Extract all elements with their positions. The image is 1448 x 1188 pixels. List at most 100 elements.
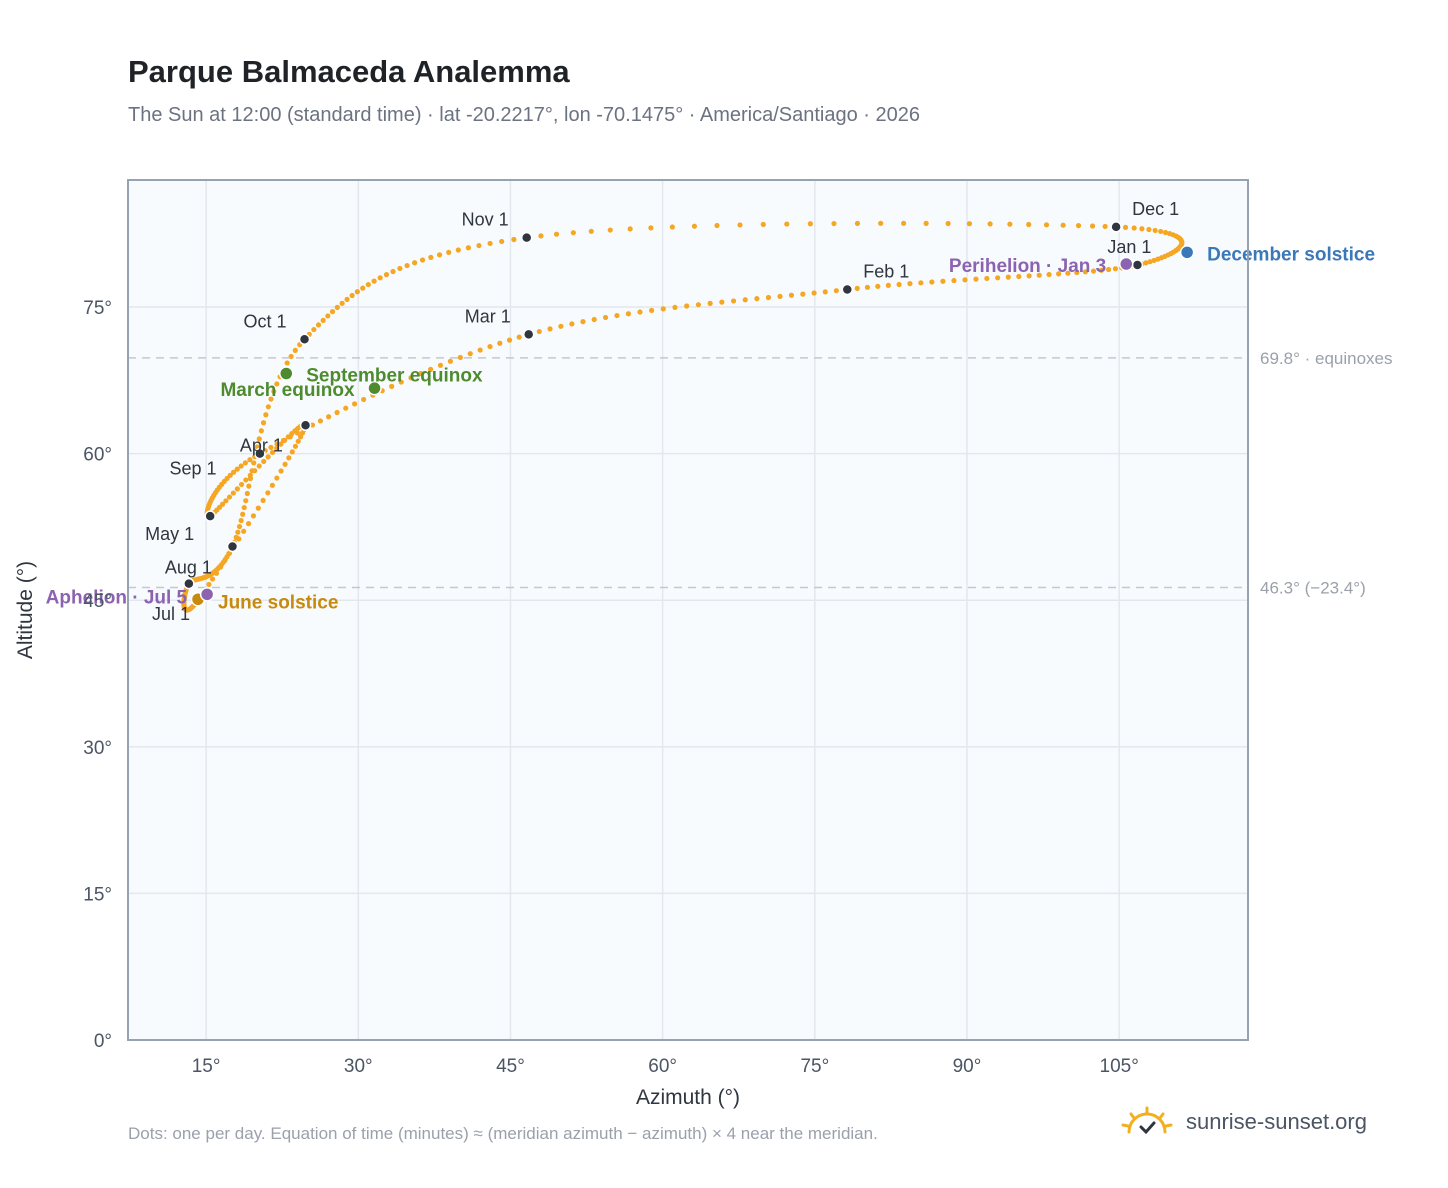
daily-sun-dot: [223, 498, 229, 504]
daily-sun-dot: [754, 296, 760, 302]
daily-sun-dot: [278, 468, 284, 474]
daily-sun-dot: [289, 449, 295, 455]
daily-sun-dot: [477, 347, 483, 353]
daily-sun-dot: [241, 504, 247, 511]
month-marker-label: Mar 1: [465, 306, 511, 326]
month-marker: [183, 577, 195, 590]
daily-sun-dot: [591, 316, 597, 323]
footnote: Dots: one per day. Equation of time (min…: [128, 1124, 878, 1143]
daily-sun-dot: [962, 277, 968, 283]
x-axis-label: Azimuth (°): [636, 1086, 740, 1109]
y-tick-label: 30°: [83, 738, 112, 759]
month-marker: [841, 283, 854, 296]
daily-sun-dot: [284, 360, 290, 366]
daily-sun-dot: [265, 454, 271, 460]
daily-sun-dot: [274, 475, 280, 481]
daily-sun-dot: [240, 511, 246, 517]
daily-sun-dot: [784, 221, 790, 227]
daily-sun-dot: [292, 347, 298, 353]
daily-sun-dot: [707, 300, 713, 306]
daily-sun-dot: [1162, 229, 1169, 236]
brand[interactable]: sunrise-sunset.org: [1120, 1102, 1367, 1142]
daily-sun-dot: [714, 222, 720, 229]
y-tick-label: 45°: [83, 591, 112, 612]
daily-sun-dot: [258, 428, 264, 434]
daily-sun-dot: [243, 477, 249, 483]
daily-sun-dot: [506, 337, 513, 343]
daily-sun-dot: [497, 340, 503, 346]
daily-sun-dot: [822, 289, 828, 295]
month-marker-label: May 1: [145, 524, 194, 544]
daily-sun-dot: [737, 222, 743, 228]
daily-sun-dot: [1026, 273, 1032, 279]
y-tick-label: 0°: [94, 1031, 112, 1052]
daily-sun-dot: [383, 272, 390, 278]
daily-sun-dot: [487, 343, 493, 350]
daily-sun-dot: [1082, 269, 1088, 275]
daily-sun-dot: [878, 220, 884, 226]
daily-sun-dot: [261, 458, 267, 465]
daily-sun-dot: [274, 445, 280, 451]
daily-sun-dot: [569, 321, 575, 327]
daily-sun-dot: [1036, 272, 1042, 278]
daily-sun-dot: [329, 309, 336, 315]
daily-sun-dot: [929, 279, 935, 285]
daily-sun-dot: [377, 275, 383, 281]
daily-sun-dot: [614, 312, 620, 319]
daily-sun-dot: [260, 420, 267, 426]
daily-sun-dot: [390, 268, 396, 275]
daily-sun-dot: [1122, 224, 1129, 231]
daily-sun-dot: [1005, 274, 1011, 280]
daily-sun-dot: [238, 463, 244, 469]
daily-sun-dot: [418, 370, 424, 377]
x-tick-label: 105°: [1100, 1056, 1139, 1077]
daily-sun-dot: [553, 231, 560, 237]
daily-sun-dot: [242, 460, 248, 466]
chart-title: Parque Balmaceda Analemma: [128, 54, 570, 89]
daily-sun-dot: [854, 220, 861, 227]
daily-sun-dot: [945, 220, 951, 227]
daily-sun-dot: [672, 304, 678, 311]
daily-sun-dot: [940, 278, 946, 284]
daily-sun-dot: [1131, 225, 1137, 231]
month-marker-label: Apr 1: [240, 436, 283, 456]
daily-sun-dot: [343, 405, 349, 411]
daily-sun-dot: [256, 463, 262, 469]
daily-sun-dot: [243, 498, 249, 504]
daily-sun-dot: [1139, 226, 1145, 232]
daily-sun-dot: [269, 449, 276, 456]
month-marker-label: Feb 1: [863, 261, 909, 281]
daily-sun-dot: [361, 396, 367, 403]
daily-sun-dot: [247, 457, 253, 463]
daily-sun-dot: [1074, 269, 1080, 276]
daily-sun-dot: [278, 441, 284, 447]
daily-sun-dot: [1158, 228, 1164, 235]
daily-sun-dot: [637, 309, 643, 315]
event-label: December solstice: [1207, 244, 1375, 265]
daily-sun-dot: [984, 275, 990, 282]
daily-sun-dot: [547, 326, 553, 332]
daily-sun-dot: [437, 362, 444, 368]
daily-sun-dot: [285, 434, 291, 440]
daily-sun-dot: [1016, 273, 1022, 280]
plot-frame: [127, 179, 1249, 1041]
daily-sun-dot: [896, 281, 902, 288]
daily-sun-dot: [251, 460, 257, 466]
daily-sun-dot: [918, 280, 924, 286]
daily-sun-dot: [234, 486, 240, 492]
daily-sun-dot: [250, 513, 257, 519]
daily-sun-dot: [209, 576, 216, 582]
daily-sun-dot: [669, 224, 675, 230]
event-label: Aphelion · Jul 5: [46, 587, 188, 608]
daily-sun-dot: [236, 523, 243, 530]
daily-sun-dot: [371, 278, 377, 284]
daily-sun-dot: [427, 366, 434, 372]
event-marker: [367, 380, 382, 396]
daily-sun-dot: [875, 283, 881, 289]
daily-sun-dot: [246, 483, 252, 489]
x-tick-label: 30°: [344, 1056, 373, 1077]
daily-sun-dot: [268, 444, 274, 450]
event-marker: [1179, 245, 1195, 260]
daily-sun-dot: [580, 319, 586, 325]
month-marker-label: Dec 1: [1132, 199, 1179, 219]
